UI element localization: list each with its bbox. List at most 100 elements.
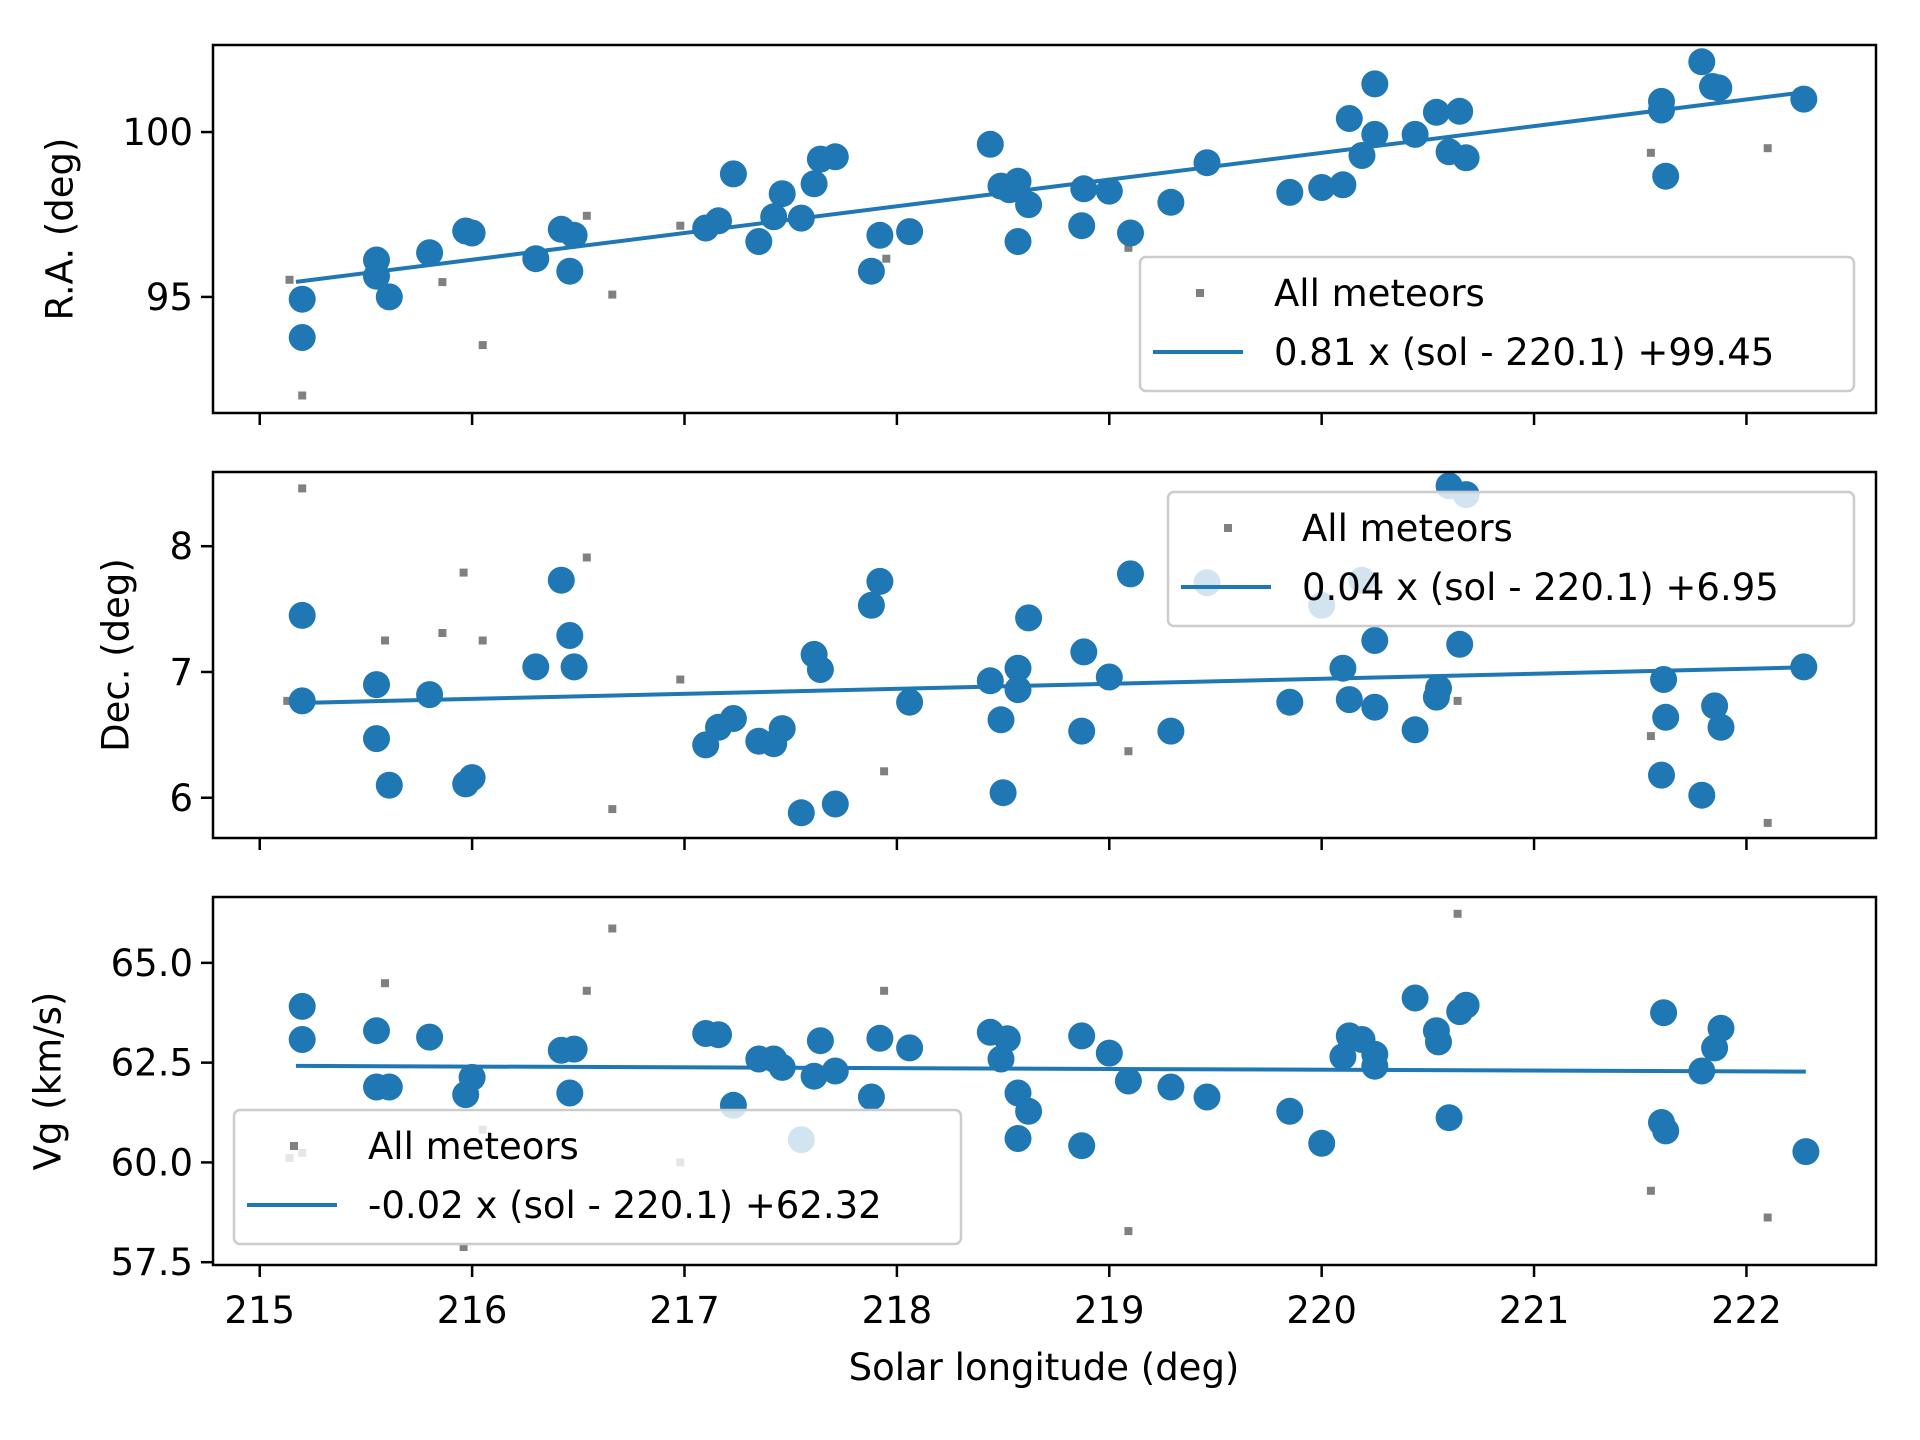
all-meteor-point [478, 636, 487, 645]
selected-meteor-point [1648, 761, 1675, 789]
legend-square-icon [1224, 524, 1232, 532]
selected-meteor-point [1015, 604, 1043, 632]
selected-meteor-point [705, 1021, 732, 1049]
selected-meteor-point [1157, 188, 1185, 216]
legend-label-all-meteors: All meteors [1302, 507, 1513, 550]
all-meteor-point [381, 636, 389, 645]
selected-meteor-point [1652, 162, 1680, 190]
selected-meteor-point [288, 1026, 316, 1053]
selected-meteor-point [1068, 1132, 1096, 1160]
legend: All meteors 0.04 x (sol - 220.1) +6.95 [1166, 490, 1856, 628]
selected-meteor-point [1650, 999, 1678, 1027]
selected-meteor-point [1095, 663, 1123, 691]
all-meteor-point [880, 767, 889, 776]
all-meteor-point [1453, 696, 1462, 705]
selected-meteor-point [560, 221, 588, 249]
selected-meteor-point [363, 725, 390, 753]
selected-meteor-point [821, 790, 849, 818]
fit-line [295, 1063, 1806, 1074]
axes-frame [211, 470, 1878, 840]
selected-meteor-point [787, 799, 815, 827]
selected-meteor-point [806, 656, 834, 683]
selected-meteor-point [1652, 703, 1680, 731]
selected-meteor-point [363, 1017, 390, 1045]
selected-meteor-point [1401, 984, 1429, 1012]
selected-meteor-point [556, 622, 584, 649]
all-meteor-point [1453, 909, 1462, 918]
all-meteor-point [298, 391, 307, 400]
selected-meteor-point [1452, 991, 1480, 1019]
all-meteor-point [1646, 1186, 1655, 1195]
selected-meteor-point [288, 324, 316, 351]
selected-meteor-point [989, 779, 1017, 807]
panel-ra: 95 100 R.A. (deg) All meteors 0.81 x (sol - … [39, 43, 1878, 425]
selected-meteor-point [1792, 1138, 1820, 1166]
legend-box [232, 1108, 963, 1246]
selected-meteor-point [288, 687, 316, 715]
selected-meteor-point [719, 705, 747, 732]
selected-meteor-point [1329, 654, 1357, 682]
selected-meteor-point [1070, 638, 1098, 666]
legend-label-fit: 0.81 x (sol - 220.1) +99.45 [1274, 331, 1774, 374]
selected-meteor-point [375, 1073, 403, 1101]
legend-label-fit: 0.04 x (sol - 220.1) +6.95 [1302, 566, 1779, 609]
selected-meteor-point [522, 653, 550, 681]
y-axis-label: Vg (km/s) [27, 992, 70, 1171]
all-meteor-point [459, 1243, 468, 1251]
y-tick-label: 60.0 [111, 1141, 193, 1184]
all-meteor-point [283, 696, 292, 705]
plot-area [285, 48, 1818, 400]
y-tick-label: 8 [169, 525, 193, 568]
selected-meteor-point [1425, 674, 1452, 702]
selected-meteor-point [896, 1034, 924, 1062]
all-meteor-point [608, 805, 617, 814]
x-tick-label: 220 [1286, 1289, 1357, 1332]
all-meteor-point [285, 275, 294, 284]
all-meteor-point [438, 629, 447, 637]
axes-frame [211, 895, 1878, 1267]
selected-meteor-point [556, 1079, 584, 1107]
selected-meteor-point [1335, 105, 1363, 132]
all-meteor-point [1124, 243, 1133, 252]
selected-meteor-point [1117, 219, 1144, 247]
selected-meteor-point [288, 601, 316, 629]
selected-meteor-point [1707, 1014, 1735, 1042]
selected-meteor-point [1095, 177, 1123, 205]
all-meteor-point [478, 341, 487, 350]
selected-meteor-point [821, 1057, 849, 1085]
all-meteor-point [1646, 732, 1655, 741]
y-tick-label: 7 [169, 651, 193, 694]
all-meteor-point [381, 979, 389, 988]
selected-meteor-point [1308, 1129, 1336, 1157]
selected-meteor-point [1157, 1073, 1185, 1101]
selected-meteor-point [821, 143, 849, 171]
selected-meteor-point [416, 239, 444, 267]
selected-meteor-point [547, 566, 575, 594]
selected-meteor-point [1308, 174, 1336, 201]
selected-meteor-point [896, 688, 924, 716]
fit-line [295, 665, 1806, 706]
selected-meteor-point [1688, 48, 1716, 76]
selected-meteor-point [1446, 630, 1474, 658]
legend: All meteors -0.02 x (sol - 220.1) +62.32 [232, 1108, 963, 1246]
selected-meteor-point [1004, 654, 1032, 682]
selected-meteor-point [363, 671, 390, 699]
selected-meteor-point [1790, 85, 1818, 113]
selected-meteor-point [1004, 228, 1032, 255]
x-tick-label: 218 [862, 1289, 933, 1332]
selected-meteor-point [760, 203, 788, 231]
x-tick-label: 216 [437, 1289, 508, 1332]
selected-meteor-point [1068, 717, 1096, 745]
legend-square-icon [290, 1142, 298, 1150]
selected-meteor-point [560, 653, 588, 681]
all-meteor-point [1763, 144, 1772, 153]
selected-meteor-point [987, 706, 1015, 734]
selected-meteor-point [1707, 713, 1735, 741]
selected-meteor-point [987, 1045, 1015, 1073]
selected-meteor-point [1117, 560, 1144, 588]
selected-meteor-point [1361, 627, 1389, 654]
fit-line [295, 89, 1807, 284]
selected-meteor-point [866, 221, 894, 249]
selected-meteor-point [866, 567, 894, 595]
